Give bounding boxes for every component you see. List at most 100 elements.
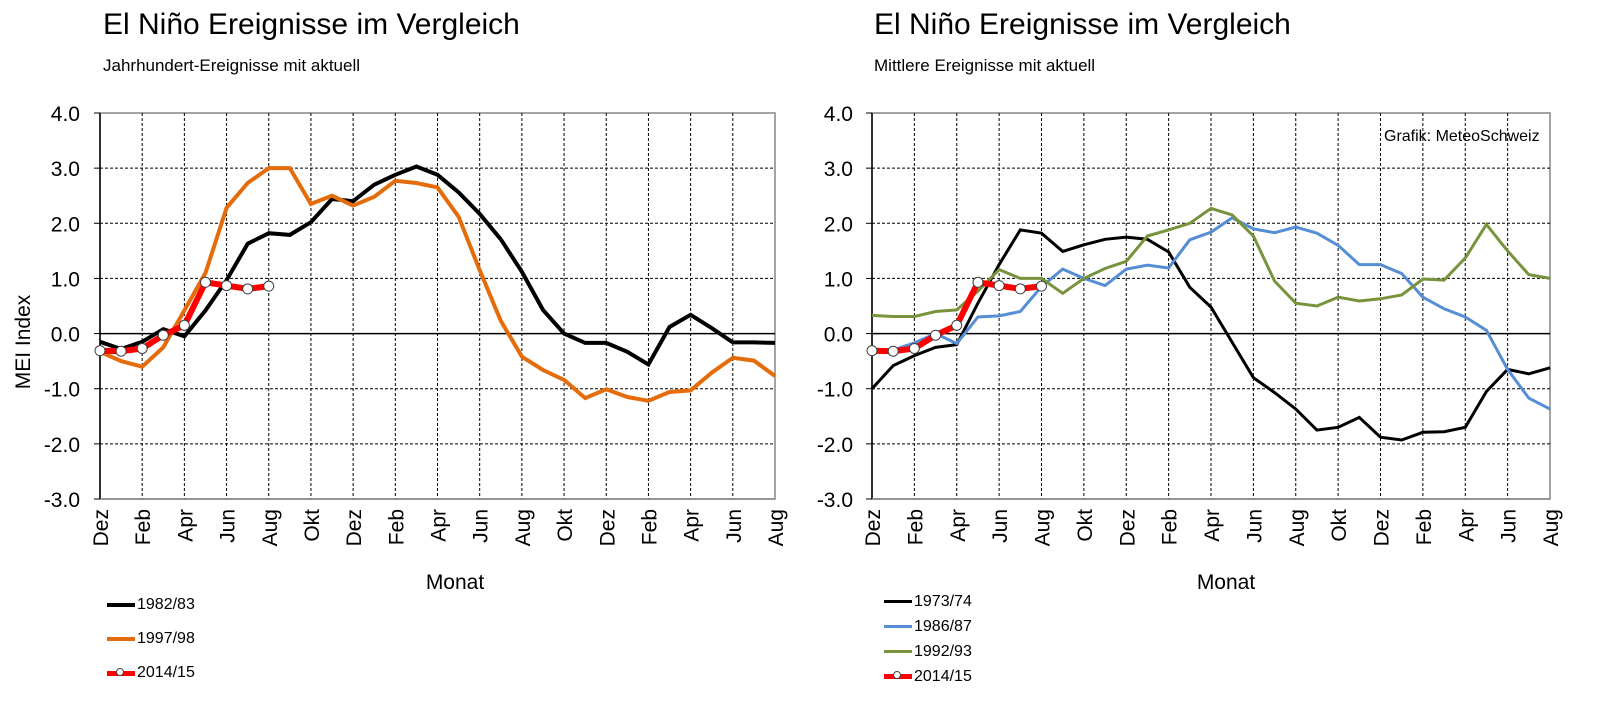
- chart-subtitle: Jahrhundert-Ereignisse mit aktuell: [103, 56, 361, 75]
- y-tick-label: 1.0: [824, 268, 853, 291]
- x-tick-label: Dez: [1371, 509, 1394, 546]
- chart-subtitle: Mittlere Ereignisse mit aktuell: [874, 56, 1096, 75]
- line-chart-mittlere: 4.0 3.0 2.0 1.0 0.0 -1.0 -2.0 -3.0 Dez Feb Apr Jun A…: [817, 103, 1563, 594]
- data-point: [908, 342, 920, 354]
- x-tick-label: Feb: [132, 509, 155, 545]
- x-tick-label: Aug: [765, 509, 788, 546]
- legend-item: 1973/74: [884, 589, 972, 614]
- y-tick-label: 1.0: [51, 268, 80, 291]
- legend-label: 1973/74: [914, 592, 972, 610]
- x-tick-label: Aug: [1032, 509, 1055, 546]
- y-tick-label: 3.0: [51, 158, 80, 181]
- x-tick-label: Jun: [1498, 509, 1521, 543]
- x-tick-label: Apr: [1201, 509, 1224, 542]
- series-line-1982-83: [99, 164, 776, 368]
- legend-swatch: [107, 667, 135, 676]
- data-point: [951, 319, 963, 331]
- series-line-1973-74: [870, 228, 1551, 442]
- x-tick-label: Okt: [1074, 509, 1097, 542]
- x-tick-label: Feb: [1159, 509, 1182, 545]
- chart-panel-left: El Niño Ereignisse im Vergleich Jahrhund…: [12, 8, 788, 690]
- legend-swatch: [884, 650, 912, 653]
- legend-swatch: [107, 637, 135, 641]
- data-point: [242, 283, 254, 295]
- legend-swatch: [107, 603, 135, 607]
- data-point: [178, 319, 190, 331]
- x-tick-label: Jun: [470, 509, 493, 543]
- legend-marker-icon: [893, 671, 901, 679]
- data-point: [136, 342, 148, 354]
- data-point: [1014, 283, 1026, 295]
- data-point: [887, 345, 899, 357]
- legend-label: 2014/15: [914, 667, 972, 685]
- x-axis-label: Monat: [1197, 571, 1256, 594]
- y-tick-label: 0.0: [51, 324, 80, 347]
- chart-legend: 1982/83 1997/98 2014/15: [107, 588, 195, 690]
- credit-annotation: Grafik: MeteoSchweiz: [1384, 128, 1540, 145]
- series-line-1997-98: [99, 166, 777, 403]
- x-tick-label: Dez: [90, 509, 113, 546]
- legend-item: 1997/98: [107, 622, 195, 656]
- data-point: [94, 345, 106, 357]
- data-point: [866, 345, 878, 357]
- x-tick-label: Feb: [1413, 509, 1436, 545]
- x-tick-label: Apr: [428, 509, 451, 542]
- y-tick-label: 3.0: [824, 158, 853, 181]
- x-axis-label: Monat: [426, 571, 485, 594]
- y-tick-label: 4.0: [51, 103, 80, 126]
- data-point: [930, 329, 942, 341]
- y-tick-label: 4.0: [824, 103, 853, 126]
- y-tick-label: -2.0: [817, 434, 853, 457]
- y-axis-label: MEI Index: [12, 294, 35, 389]
- legend-swatch: [884, 671, 912, 679]
- y-tick-label: -1.0: [817, 379, 853, 402]
- data-point: [972, 276, 984, 288]
- x-tick-label: Feb: [385, 509, 408, 545]
- legend-label: 1986/87: [914, 617, 972, 635]
- data-point: [199, 276, 211, 288]
- chart-title: El Niño Ereignisse im Vergleich: [874, 8, 1291, 41]
- x-tick-label: Dez: [596, 509, 619, 546]
- x-tick-label: Apr: [1455, 509, 1478, 542]
- x-tick-label: Aug: [1540, 509, 1563, 546]
- legend-swatch: [884, 600, 912, 603]
- x-tick-label: Dez: [1116, 509, 1139, 546]
- x-tick-label: Apr: [947, 509, 970, 542]
- data-point: [993, 280, 1005, 292]
- x-tick-label: Apr: [174, 509, 197, 542]
- legend-item: 1982/83: [107, 588, 195, 622]
- x-tick-label: Aug: [512, 509, 535, 546]
- legend-item: 1992/93: [884, 639, 972, 664]
- y-tick-label: 2.0: [51, 213, 80, 236]
- x-tick-label: Jun: [723, 509, 746, 543]
- legend-item: 2014/15: [884, 664, 972, 689]
- y-tick-label: -3.0: [817, 489, 853, 512]
- data-point: [1036, 280, 1047, 292]
- series-line-1986-87: [872, 216, 1551, 411]
- y-tick-label: -2.0: [44, 434, 80, 457]
- x-tick-label: Feb: [904, 509, 927, 545]
- x-tick-label: Dez: [343, 509, 366, 546]
- y-tick-label: -1.0: [44, 379, 80, 402]
- x-tick-label: Okt: [301, 509, 324, 542]
- legend-swatch: [884, 625, 912, 628]
- legend-label: 1997/98: [137, 630, 195, 647]
- legend-label: 2014/15: [137, 664, 195, 681]
- y-tick-label: 2.0: [824, 213, 853, 236]
- chart-title: El Niño Ereignisse im Vergleich: [103, 8, 520, 41]
- data-point: [157, 329, 169, 341]
- y-tick-label: -3.0: [44, 489, 80, 512]
- data-point: [263, 280, 275, 292]
- x-tick-label: Okt: [554, 509, 577, 542]
- x-tick-label: Okt: [1328, 509, 1351, 542]
- x-tick-label: Apr: [681, 509, 704, 542]
- x-tick-label: Jun: [1243, 509, 1266, 543]
- chart-panel-right: El Niño Ereignisse im Vergleich Mittlere…: [801, 0, 1602, 713]
- x-tick-label: Jun: [217, 509, 240, 543]
- x-tick-label: Aug: [1286, 509, 1309, 546]
- x-tick-label: Aug: [259, 509, 282, 546]
- legend-marker-icon: [116, 667, 124, 676]
- line-chart-jahrhundert: 4.0 3.0 2.0 1.0 0.0 -1.0 -2.0 -3.0 Dez Feb Apr Jun A…: [12, 103, 788, 594]
- legend-item: 2014/15: [107, 656, 195, 690]
- y-tick-label: 0.0: [824, 324, 853, 347]
